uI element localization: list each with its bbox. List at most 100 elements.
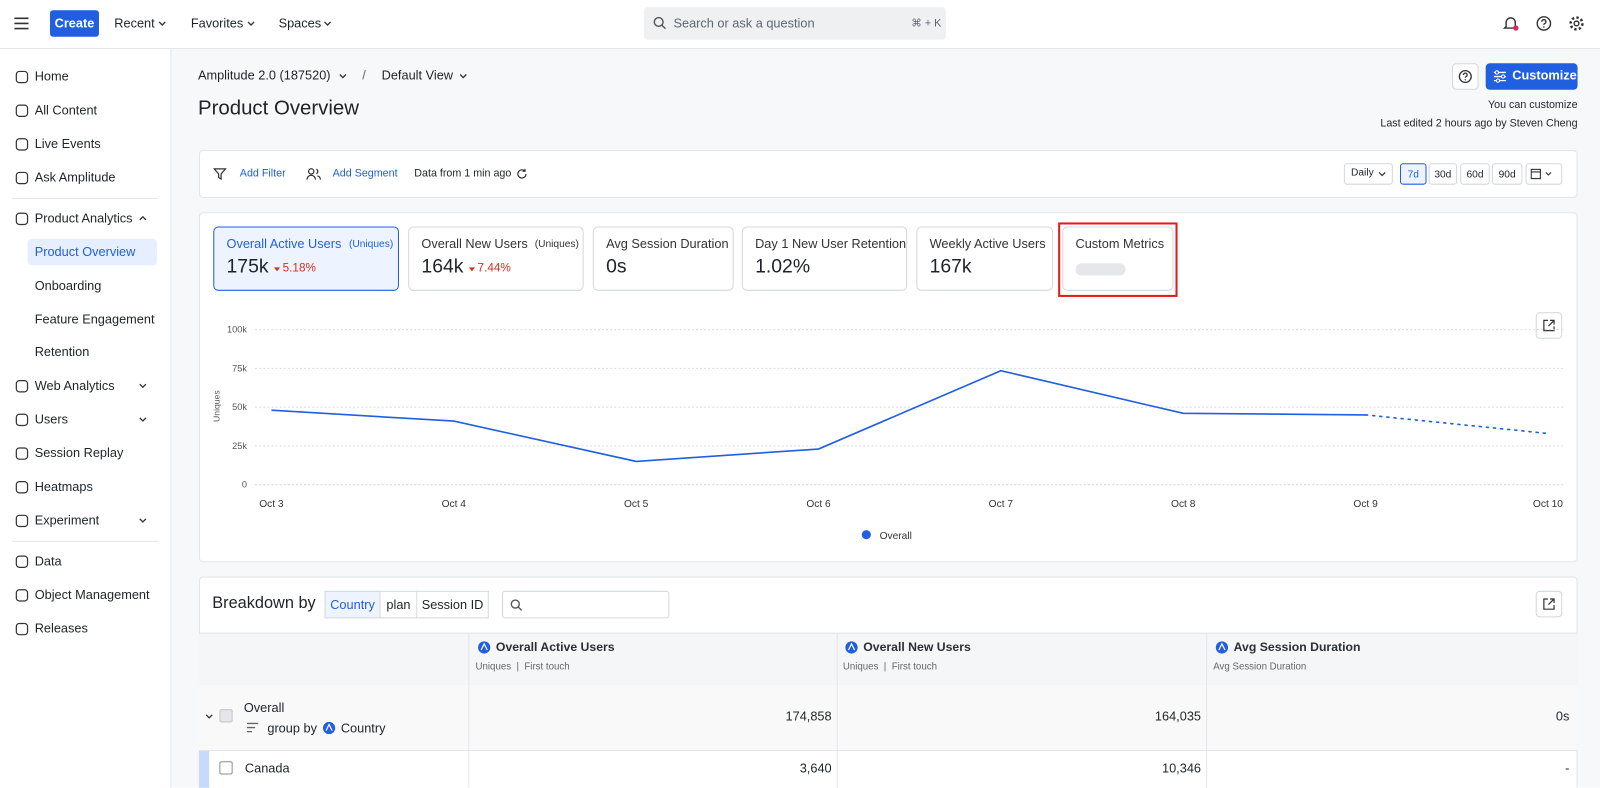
- table-row-overall: [198, 684, 1578, 752]
- notifications-icon[interactable]: [1503, 15, 1519, 31]
- nav-icon: [15, 104, 29, 117]
- nav-item[interactable]: Releases: [34, 621, 88, 636]
- metric-value: 164k: [421, 256, 464, 278]
- nav-item[interactable]: Experiment: [34, 513, 100, 528]
- metric-label: Weekly Active Users: [929, 236, 1046, 252]
- chevron: [139, 215, 147, 221]
- chevron: [205, 714, 213, 719]
- metric-qualifier: (Uniques): [348, 238, 394, 250]
- chevron: [139, 518, 147, 523]
- add-segment[interactable]: Add Segment: [332, 167, 398, 180]
- add-filter[interactable]: Add Filter: [239, 167, 286, 180]
- x-tick-label: Oct 8: [1171, 499, 1196, 510]
- metric-card[interactable]: [213, 226, 399, 291]
- nav-item[interactable]: Ask Amplitude: [34, 170, 116, 185]
- cell-value: 10,346: [1161, 761, 1202, 776]
- segment-icon: [306, 168, 322, 180]
- search-icon: [510, 599, 523, 611]
- help-icon[interactable]: [1536, 15, 1552, 31]
- search-shortcut: ⌘ + K: [911, 17, 942, 30]
- breakdown-tab[interactable]: plan: [380, 590, 418, 619]
- metric-card[interactable]: [408, 226, 584, 291]
- column-divider: [1206, 632, 1208, 788]
- nav-item[interactable]: Feature Engagement: [34, 312, 155, 327]
- nav-menu[interactable]: Spaces: [278, 16, 322, 31]
- nav-item[interactable]: Onboarding: [34, 278, 102, 293]
- project-selector[interactable]: Amplitude 2.0 (187520): [197, 68, 331, 83]
- help-icon: [1458, 69, 1472, 84]
- interval-select[interactable]: [1343, 163, 1393, 185]
- range-button[interactable]: 60d: [1460, 163, 1490, 185]
- metric-change: 5.18%: [282, 262, 316, 275]
- nav-item[interactable]: All Content: [34, 103, 98, 118]
- nav-icon: [15, 379, 29, 393]
- nav-item[interactable]: Web Analytics: [34, 378, 115, 393]
- nav-item[interactable]: Home: [34, 69, 69, 84]
- y-tick-label: 75k: [232, 363, 247, 373]
- nav-icon: [15, 413, 29, 427]
- metric-label: Overall Active Users: [226, 236, 342, 252]
- chevron: [247, 21, 255, 26]
- nav-item[interactable]: Product Analytics: [34, 211, 133, 226]
- range-button[interactable]: 90d: [1491, 163, 1523, 185]
- row-label: Canada: [244, 761, 290, 776]
- line-series-partial: [1364, 414, 1549, 435]
- column-subtitle: Uniques | First touch: [842, 661, 937, 673]
- settings-icon[interactable]: [1568, 15, 1584, 31]
- nav-menu[interactable]: Favorites: [190, 16, 244, 31]
- customize-note: You can customize: [1487, 98, 1578, 112]
- breakdown-tab[interactable]: Country: [324, 590, 381, 619]
- breadcrumb-separator: /: [362, 68, 366, 83]
- metric-value: 0s: [606, 256, 627, 278]
- metric-card[interactable]: [1062, 226, 1174, 291]
- metric-icon: [1215, 641, 1229, 654]
- row-label: Overall: [243, 701, 285, 716]
- column-title: Overall Active Users: [495, 639, 615, 655]
- filter-icon: [213, 168, 227, 181]
- legend-marker: [861, 530, 871, 540]
- nav-item[interactable]: Users: [34, 412, 69, 427]
- nav-icon: [15, 212, 29, 226]
- view-selector[interactable]: Default View: [381, 68, 454, 83]
- down-arrow: [468, 267, 475, 272]
- range-button[interactable]: 7d: [1399, 163, 1427, 185]
- y-tick-label: 50k: [232, 402, 247, 412]
- chevron: [459, 74, 467, 79]
- metric-card[interactable]: [916, 226, 1054, 291]
- create-button[interactable]: Create: [49, 10, 99, 37]
- metric-qualifier: (Uniques): [534, 238, 579, 250]
- breakdown-search[interactable]: [502, 590, 670, 619]
- page-title: Product Overview: [197, 96, 360, 120]
- line-chart: 0 25k 50k 75k 100k Uniques Oct 3 Oct 4 Oct 5 Oct …: [211, 325, 1563, 542]
- nav-item[interactable]: Heatmaps: [34, 479, 93, 494]
- metric-label: Overall New Users: [421, 236, 528, 252]
- nav-icon: [15, 70, 29, 84]
- nav-item[interactable]: Product Overview: [34, 244, 136, 260]
- range-button[interactable]: 30d: [1428, 163, 1458, 185]
- cell-value: 0s: [1555, 709, 1570, 724]
- nav-menu[interactable]: Recent: [114, 16, 155, 31]
- nav-item[interactable]: Object Management: [34, 587, 150, 603]
- line-series: [271, 369, 1366, 463]
- nav-item[interactable]: Session Replay: [34, 445, 124, 461]
- metric-card[interactable]: [741, 226, 908, 291]
- calendar-button[interactable]: [1525, 163, 1563, 185]
- data-freshness: Data from 1 min ago: [414, 167, 512, 180]
- metric-card[interactable]: [592, 226, 734, 291]
- x-tick-label: Oct 3: [259, 499, 284, 510]
- menu-icon[interactable]: [14, 17, 29, 30]
- row-checkbox[interactable]: [219, 761, 233, 775]
- column-subtitle: Avg Session Duration: [1213, 661, 1307, 673]
- cell-value: 164,035: [1154, 709, 1202, 724]
- breakdown-tab[interactable]: Session ID: [417, 590, 489, 619]
- nav-item[interactable]: Retention: [34, 344, 90, 360]
- refresh-icon[interactable]: [516, 168, 527, 179]
- nav-item[interactable]: Data: [34, 554, 62, 569]
- group-icon: [246, 722, 259, 733]
- metric-change: 7.44%: [477, 262, 511, 275]
- nav-item[interactable]: Live Events: [34, 136, 101, 152]
- chevron: [139, 383, 147, 389]
- x-tick-label: Oct 5: [624, 499, 649, 510]
- metric-value: 167k: [929, 256, 972, 278]
- search-box[interactable]: [643, 7, 946, 40]
